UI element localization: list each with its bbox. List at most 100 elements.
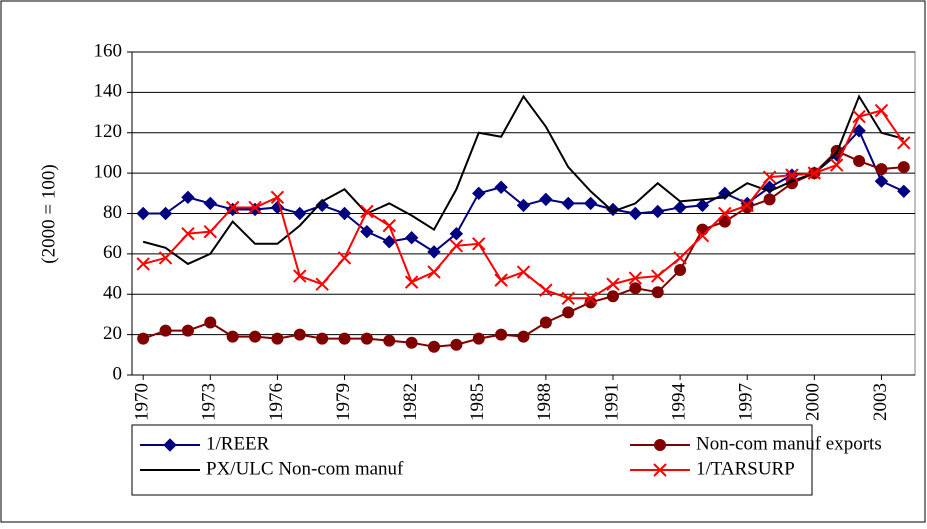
marker — [360, 224, 374, 239]
marker — [897, 136, 911, 150]
marker — [158, 251, 173, 265]
marker — [337, 206, 352, 221]
marker — [763, 193, 776, 206]
marker — [225, 200, 240, 215]
y-tick-label: 120 — [94, 121, 123, 142]
marker — [270, 190, 285, 205]
marker — [472, 332, 485, 345]
marker — [404, 231, 419, 245]
marker — [382, 235, 396, 249]
marker — [315, 277, 329, 291]
marker — [674, 264, 687, 277]
marker — [539, 283, 553, 297]
marker — [360, 332, 373, 345]
marker — [516, 198, 531, 213]
marker — [740, 198, 754, 213]
x-tick-label: 2003 — [870, 383, 891, 421]
legend — [131, 424, 813, 496]
legend-label: 1/TARSURP — [696, 458, 795, 479]
marker — [852, 109, 866, 124]
marker — [852, 124, 866, 138]
y-tick-label: 140 — [94, 81, 123, 102]
y-tick-label: 160 — [94, 40, 123, 61]
x-tick-label: 1973 — [199, 383, 220, 421]
marker — [651, 286, 664, 299]
marker — [629, 282, 642, 295]
y-axis-label: (2000 = 100) — [38, 164, 59, 263]
marker — [159, 324, 172, 337]
x-tick-label: 1976 — [266, 383, 287, 421]
marker — [853, 155, 866, 168]
x-tick-label: 1982 — [400, 383, 421, 421]
marker — [383, 334, 396, 347]
y-tick-label: 20 — [103, 323, 122, 344]
marker — [181, 190, 195, 205]
marker — [561, 291, 575, 305]
marker — [654, 439, 666, 451]
y-tick-label: 40 — [103, 283, 122, 304]
marker — [516, 265, 531, 279]
x-tick-label: 1994 — [668, 383, 689, 422]
marker — [293, 206, 307, 221]
marker — [584, 296, 597, 309]
marker — [226, 330, 239, 343]
x-tick-label: 1997 — [736, 383, 757, 421]
marker — [248, 200, 262, 215]
marker — [874, 103, 889, 118]
marker — [472, 186, 486, 201]
marker — [606, 290, 619, 303]
marker — [673, 251, 687, 265]
marker — [249, 330, 262, 343]
x-tick-label: 1991 — [601, 383, 622, 421]
marker — [897, 184, 911, 199]
marker — [628, 206, 643, 221]
marker — [315, 198, 329, 213]
marker — [539, 316, 552, 329]
legend-label: PX/ULC Non-com manuf — [206, 458, 404, 479]
marker — [449, 239, 464, 253]
marker — [427, 265, 441, 279]
marker — [695, 228, 710, 243]
y-tick-label: 0 — [113, 363, 123, 384]
marker — [163, 438, 177, 452]
marker — [875, 163, 888, 176]
marker — [651, 269, 665, 283]
marker — [829, 158, 844, 172]
marker — [137, 332, 150, 345]
marker — [337, 251, 352, 265]
x-tick-label: 1988 — [534, 383, 555, 421]
marker — [718, 215, 731, 228]
marker — [181, 324, 194, 337]
marker — [562, 306, 575, 319]
marker — [762, 170, 777, 184]
marker — [158, 206, 173, 221]
marker — [316, 332, 329, 345]
marker — [539, 192, 553, 207]
marker — [404, 275, 419, 289]
marker — [427, 245, 441, 259]
marker — [696, 223, 709, 236]
marker — [472, 237, 486, 251]
marker — [428, 340, 441, 353]
series-line — [142, 94, 905, 266]
marker — [653, 463, 667, 477]
marker — [495, 328, 508, 341]
marker — [360, 204, 374, 219]
marker — [136, 257, 150, 271]
legend-label: Non-com manuf exports — [696, 433, 882, 454]
marker — [561, 196, 575, 211]
marker — [785, 168, 799, 182]
marker — [181, 226, 195, 241]
marker — [606, 277, 620, 291]
marker — [494, 180, 508, 194]
legend-label: 1/REER — [206, 433, 270, 454]
marker — [338, 332, 351, 345]
x-tick-label: 2000 — [803, 383, 824, 421]
marker — [651, 204, 665, 219]
marker — [897, 161, 910, 174]
x-tick-label: 1985 — [467, 383, 488, 421]
x-tick-label: 1979 — [333, 383, 354, 421]
marker — [628, 271, 643, 285]
marker — [136, 206, 150, 221]
